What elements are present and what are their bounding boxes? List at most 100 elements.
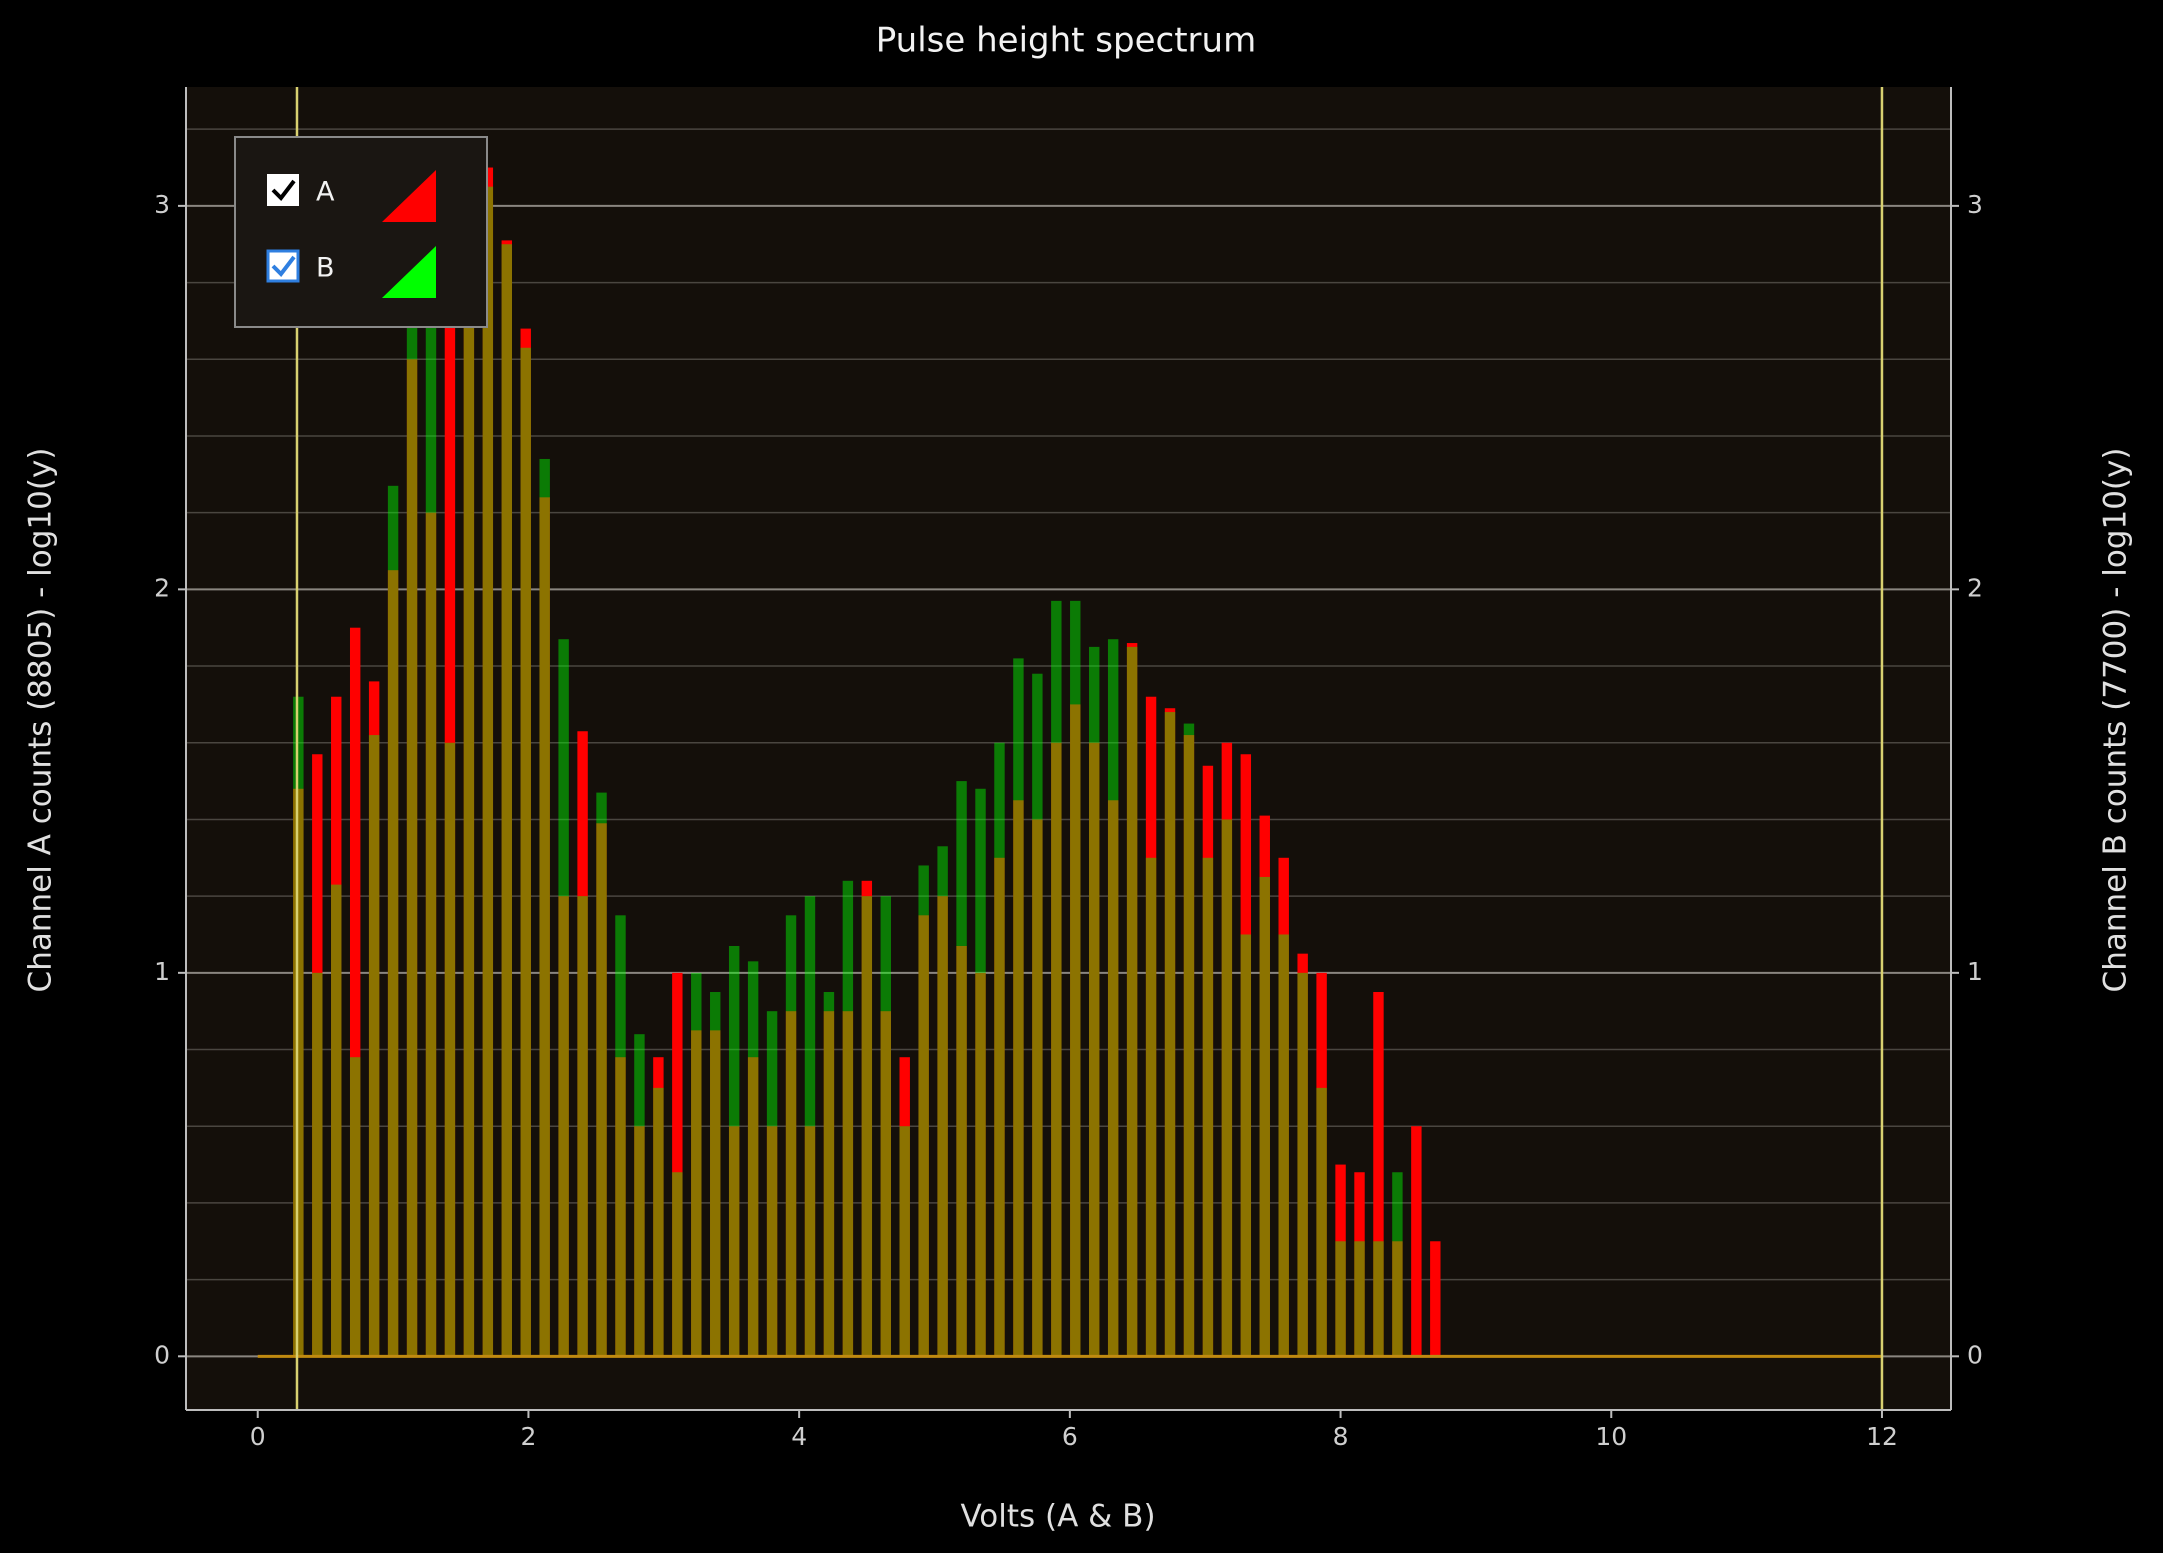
bar <box>842 1011 854 1357</box>
x-tick-label: 8 <box>1333 1422 1349 1451</box>
bar <box>861 896 873 1357</box>
bar <box>804 896 816 1357</box>
bar <box>653 1057 664 1357</box>
y2-tick-label: 2 <box>1967 573 1983 602</box>
bar <box>1354 1241 1365 1357</box>
bar <box>994 857 1005 1357</box>
y-tick-label: 2 <box>154 573 170 602</box>
y2-axis-label: Channel B counts (7700) - log10(y) <box>2098 448 2134 993</box>
legend: A B <box>234 136 488 328</box>
bar <box>880 896 891 1357</box>
x-tick-label: 0 <box>250 1422 266 1451</box>
bar <box>880 1011 891 1357</box>
bar <box>501 240 512 1357</box>
bar <box>1221 742 1233 1357</box>
bar <box>1107 639 1119 1357</box>
bar <box>615 915 626 1357</box>
bar <box>331 884 342 1357</box>
bar <box>558 639 569 1357</box>
bar <box>425 512 437 1357</box>
bar <box>1032 673 1043 1357</box>
bar <box>804 1126 816 1357</box>
bar <box>1051 742 1062 1357</box>
legend-swatch <box>382 246 436 298</box>
bar <box>1335 1241 1346 1357</box>
bar <box>1373 992 1384 1357</box>
bar <box>1316 1087 1327 1357</box>
bar <box>975 788 986 1357</box>
bar-series <box>293 186 1403 1357</box>
x-tick-label: 10 <box>1595 1422 1627 1451</box>
bar <box>899 1057 910 1357</box>
bar <box>842 880 854 1357</box>
bar <box>368 681 380 1357</box>
y2-tick-label: 1 <box>1967 957 1983 986</box>
bar <box>710 992 721 1357</box>
bar <box>444 221 456 1357</box>
bar <box>539 497 550 1357</box>
bar <box>349 627 361 1357</box>
bar <box>1145 696 1157 1357</box>
bar <box>899 1126 910 1357</box>
legend-checkbox[interactable] <box>266 249 300 283</box>
bar <box>1070 704 1081 1357</box>
x-tick-label: 2 <box>520 1422 536 1451</box>
bar <box>1145 857 1157 1357</box>
bar <box>482 186 494 1357</box>
bar <box>653 1087 664 1357</box>
y-tick-label: 0 <box>154 1340 170 1369</box>
y2-tick-label: 3 <box>1967 190 1983 219</box>
bar <box>331 696 342 1357</box>
bar <box>691 1030 702 1357</box>
bar <box>520 347 531 1357</box>
bar <box>1278 857 1289 1357</box>
bar <box>1183 723 1195 1357</box>
bar <box>1240 934 1252 1357</box>
bar <box>444 742 456 1357</box>
bar <box>558 896 569 1357</box>
bar <box>1354 1172 1365 1357</box>
bar <box>312 972 323 1357</box>
bar <box>387 570 399 1357</box>
bar <box>1240 754 1252 1357</box>
bar <box>501 244 512 1357</box>
bar <box>1259 876 1270 1357</box>
bar <box>1126 646 1138 1357</box>
chart-title: Pulse height spectrum <box>876 21 1256 61</box>
bar <box>1164 708 1176 1357</box>
bar <box>1070 600 1081 1357</box>
check-mark <box>271 255 296 278</box>
bar <box>615 1057 626 1357</box>
bar <box>918 915 929 1357</box>
bar <box>823 992 835 1357</box>
bar-series <box>293 148 1441 1357</box>
check-mark <box>271 179 296 202</box>
bars <box>257 87 1884 1410</box>
bar <box>1051 600 1062 1357</box>
bar <box>1297 972 1308 1357</box>
bar <box>1278 934 1289 1357</box>
bar <box>1316 972 1327 1357</box>
bar <box>956 781 967 1357</box>
bar <box>577 731 588 1357</box>
bar <box>463 148 475 1357</box>
bar <box>691 972 702 1357</box>
legend-checkbox[interactable] <box>267 174 299 206</box>
bar <box>747 1057 759 1357</box>
bar <box>672 972 683 1357</box>
bar <box>539 458 550 1357</box>
x-tick-label: 6 <box>1062 1422 1078 1451</box>
x-axis-label: Volts (A & B) <box>960 1499 1155 1535</box>
bar <box>1221 819 1233 1357</box>
bar <box>823 1011 835 1357</box>
bar <box>482 167 494 1357</box>
bar <box>1089 742 1100 1357</box>
bar <box>368 735 380 1357</box>
bar <box>596 792 607 1357</box>
legend-box <box>234 136 488 328</box>
y-tick-label: 1 <box>154 957 170 986</box>
bar <box>1126 643 1138 1357</box>
bar <box>672 1172 683 1357</box>
bar <box>1411 1126 1422 1357</box>
y2-tick-label: 0 <box>1967 1340 1983 1369</box>
